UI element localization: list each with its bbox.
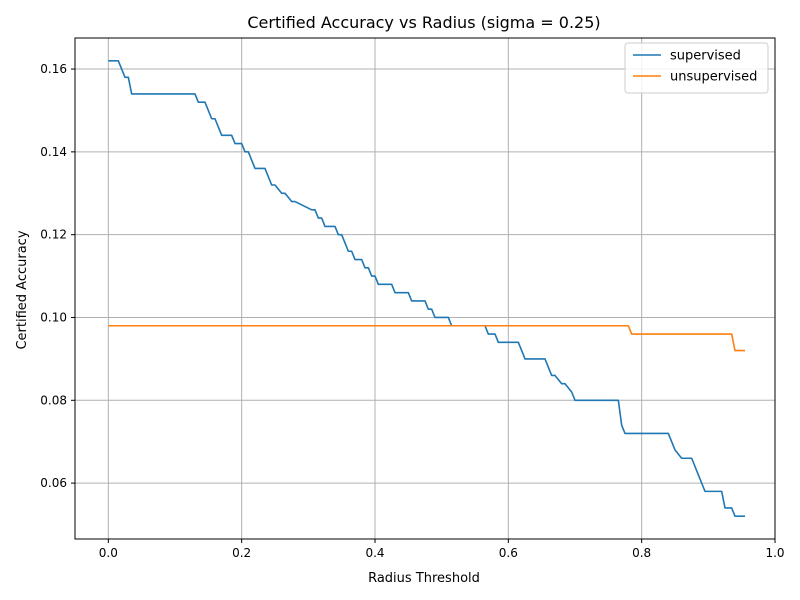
y-tick-label: 0.06 (40, 476, 67, 490)
x-tick-label: 0.4 (365, 546, 384, 560)
x-tick-label: 0.6 (499, 546, 518, 560)
x-tick-label: 0.2 (232, 546, 251, 560)
series-line-unsupervised (108, 324, 745, 352)
x-tick-label: 1.0 (765, 546, 784, 560)
chart-title: Certified Accuracy vs Radius (sigma = 0.… (247, 13, 600, 32)
y-tick-label: 0.10 (40, 310, 67, 324)
x-axis-ticks: 0.0 0.2 0.4 0.6 0.8 1.0 (99, 539, 785, 560)
y-axis-label: Certified Accuracy (15, 230, 30, 349)
x-tick-label: 0.8 (632, 546, 651, 560)
y-tick-label: 0.12 (40, 228, 67, 242)
legend-label-supervised: supervised (670, 49, 741, 64)
series-line-supervised (108, 59, 745, 518)
legend: supervised unsupervised (624, 42, 769, 94)
plot-frame (74, 37, 776, 540)
y-axis-ticks: 0.06 0.08 0.10 0.12 0.14 0.16 (40, 62, 75, 490)
x-tick-label: 0.0 (99, 546, 118, 560)
legend-label-unsupervised: unsupervised (670, 70, 757, 85)
grid (75, 38, 776, 539)
y-tick-label: 0.16 (40, 62, 67, 76)
series-layer (108, 59, 745, 518)
y-tick-label: 0.08 (40, 393, 67, 407)
y-tick-label: 0.14 (40, 145, 67, 159)
x-axis-label: Radius Threshold (368, 571, 480, 586)
